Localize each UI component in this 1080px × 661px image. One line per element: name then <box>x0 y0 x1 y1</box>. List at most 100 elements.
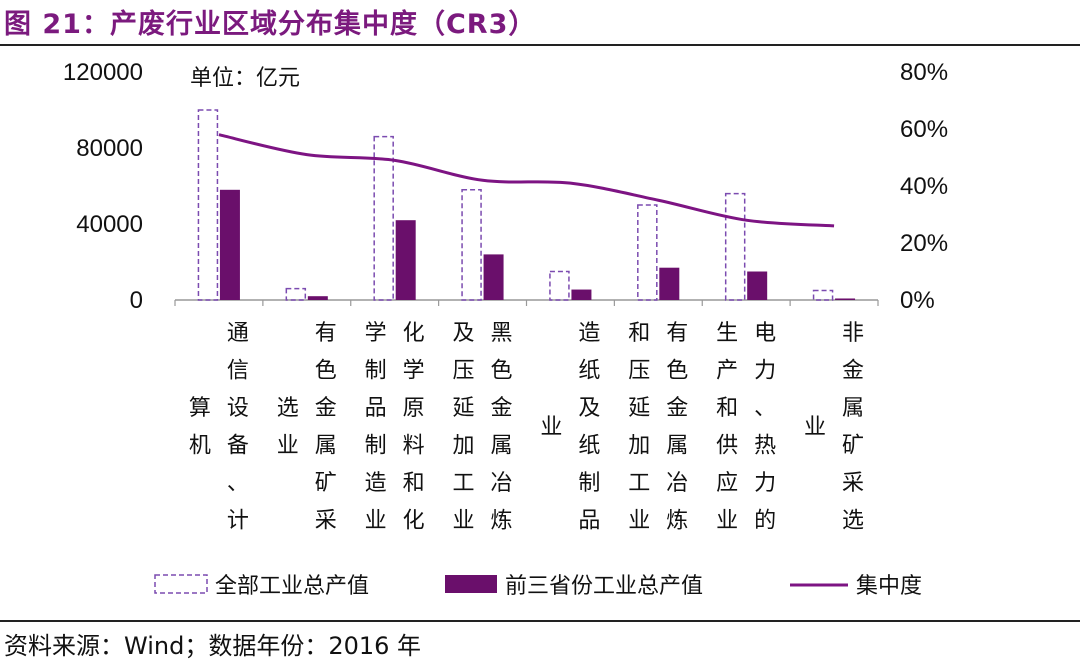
category-label-char: 炼 <box>491 509 513 534</box>
bar-top3-output <box>747 271 768 300</box>
category-label-char: 业 <box>277 434 299 459</box>
chart-title: 图 21：产废行业区域分布集中度（CR3） <box>4 9 537 40</box>
category-label-char: 属 <box>491 434 513 459</box>
category-label-char: 有 <box>315 321 337 346</box>
legend-swatch-top3 <box>445 575 497 593</box>
legend-label-line: 集中度 <box>856 574 922 599</box>
bar-total-output <box>197 109 219 301</box>
category-label-char: 力 <box>754 359 776 384</box>
category-label-char: 非 <box>842 321 864 346</box>
top-divider <box>0 44 1080 46</box>
category-label-char: 金 <box>491 396 513 421</box>
category-label-char: 计 <box>227 509 249 534</box>
legend-label-top3: 前三省份工业总产值 <box>505 574 703 599</box>
bar-top3-output <box>483 254 504 300</box>
source-note: 资料来源：Wind；数据年份：2016 年 <box>4 632 422 660</box>
bar-top3-output <box>395 220 416 300</box>
category-label-char: 采 <box>315 509 337 534</box>
concentration-line-path <box>218 133 835 228</box>
category-label-char: 压 <box>453 359 475 384</box>
category-label-char: 冶 <box>491 471 513 496</box>
category-label-char: 产 <box>716 359 738 384</box>
category-label-char: 色 <box>315 359 337 384</box>
bar-total-output <box>812 289 834 301</box>
bar-top3-output <box>219 189 240 300</box>
category-label-char: 属 <box>666 434 688 459</box>
category-labels: 通信设备、计算机有色金属矿采选业化学原料和化学制品制造业黑色金属冶炼及压延加工业… <box>189 321 864 534</box>
category-label-char: 及 <box>578 396 600 421</box>
legend: 全部工业总产值 前三省份工业总产值 集中度 <box>154 574 922 599</box>
category-label-char: 生 <box>716 321 738 346</box>
category-label-char: 供 <box>716 434 738 459</box>
category-label-char: 色 <box>666 359 688 384</box>
tick-labels: 0 40000 80000 120000 0% 20% 40% 60% 80% <box>63 59 948 314</box>
legend-label-total: 全部工业总产值 <box>215 574 369 599</box>
category-label-char: 应 <box>716 471 738 496</box>
y-left-tick-label: 40000 <box>76 211 143 238</box>
category-label-char: 延 <box>628 396 650 421</box>
y-right-tick-label: 0% <box>900 287 935 314</box>
bar-total-output <box>549 270 570 301</box>
category-label-char: 及 <box>453 321 475 346</box>
category-label-char: 化 <box>403 321 425 346</box>
category-label-char: 和 <box>628 321 650 346</box>
category-label-char: 通 <box>227 321 249 346</box>
category-label-char: 料 <box>403 434 425 459</box>
bar-top3-output <box>659 267 680 300</box>
category-label-char: 业 <box>716 509 738 534</box>
category-label-char: 冶 <box>666 471 688 496</box>
category-label-char: 黑 <box>491 321 513 346</box>
category-label-char: 工 <box>453 471 475 496</box>
bottom-divider <box>0 620 1080 622</box>
y-left-tick-label: 80000 <box>76 135 143 162</box>
bar-top3-output <box>835 298 856 300</box>
bar-total-output <box>637 204 658 301</box>
category-label-char: 设 <box>227 396 249 421</box>
category-label-char: 加 <box>453 434 475 459</box>
bar-top3-output <box>307 296 328 300</box>
category-label-char: 压 <box>628 359 650 384</box>
concentration-line <box>218 133 835 228</box>
category-label-char: 业 <box>628 509 650 534</box>
category-label-char: 矿 <box>315 471 337 496</box>
y-right-tick-label: 40% <box>900 173 948 200</box>
category-label-char: 备 <box>227 434 249 459</box>
bar-total-output <box>285 287 307 301</box>
legend-swatch-total <box>154 574 208 594</box>
bar-total-output <box>461 189 482 301</box>
category-label-char: 、 <box>754 396 776 421</box>
category-label-char: 品 <box>365 396 387 421</box>
category-label-char: 金 <box>842 359 864 384</box>
category-label-char: 和 <box>716 396 738 421</box>
category-label-char: 业 <box>540 415 562 440</box>
category-label-char: 选 <box>277 396 299 421</box>
category-label-char: 金 <box>666 396 688 421</box>
category-label-char: 属 <box>842 396 864 421</box>
category-label-char: 色 <box>491 359 513 384</box>
category-label-char: 制 <box>365 434 387 459</box>
category-label-char: 炼 <box>666 509 688 534</box>
category-label-char: 业 <box>365 509 387 534</box>
category-label-char: 有 <box>666 321 688 346</box>
category-label-char: 热 <box>754 434 776 459</box>
y-right-tick-label: 80% <box>900 59 948 86</box>
category-label-char: 机 <box>189 434 211 459</box>
bar-total-output <box>373 135 394 301</box>
category-label-char: 属 <box>315 434 337 459</box>
category-label-char: 造 <box>365 471 387 496</box>
category-label-char: 学 <box>403 359 425 384</box>
y-left-tick-label: 0 <box>130 287 143 314</box>
category-label-char: 电 <box>754 321 776 346</box>
category-label-char: 制 <box>365 359 387 384</box>
category-label-char: 和 <box>403 471 425 496</box>
unit-label: 单位：亿元 <box>190 66 300 91</box>
